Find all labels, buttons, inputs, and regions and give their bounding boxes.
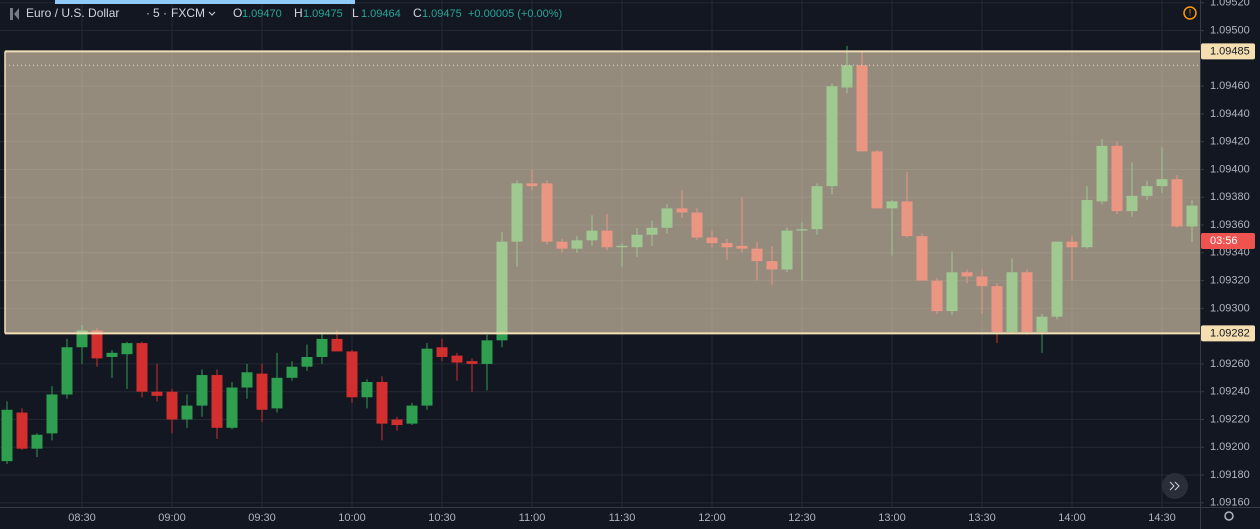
loading-bar bbox=[55, 0, 355, 4]
candle-body bbox=[106, 352, 118, 357]
y-tick-label: 1.09400 bbox=[1210, 163, 1250, 175]
countdown-tag bbox=[1201, 233, 1255, 249]
ohlc-value: 1.09475 bbox=[422, 8, 462, 20]
candle-body bbox=[376, 381, 388, 424]
candle-body bbox=[241, 372, 253, 388]
y-tick-label: 1.09200 bbox=[1210, 441, 1250, 453]
x-tick-label: 11:30 bbox=[609, 512, 636, 524]
y-tick-label: 1.09160 bbox=[1210, 497, 1250, 509]
zone-price-label: 1.09282 bbox=[1210, 327, 1250, 339]
collapse-icon bbox=[10, 8, 19, 20]
zone-price-tag bbox=[1201, 325, 1255, 342]
x-tick-label: 10:30 bbox=[428, 512, 456, 524]
y-tick-label: 1.09380 bbox=[1210, 191, 1250, 203]
candle-body bbox=[1, 409, 13, 462]
x-tick-label: 12:30 bbox=[788, 512, 816, 524]
symbol-title: Euro / U.S. Dollar bbox=[26, 6, 119, 20]
candle-body bbox=[436, 347, 448, 357]
settings-icon[interactable] bbox=[1224, 511, 1234, 521]
x-tick-label: 08:30 bbox=[68, 512, 96, 524]
candle-body bbox=[406, 405, 418, 424]
y-tick-label: 1.09320 bbox=[1210, 274, 1250, 286]
y-tick-label: 1.09440 bbox=[1210, 108, 1250, 120]
y-tick-label: 1.09340 bbox=[1210, 247, 1250, 259]
y-tick-label: 1.09220 bbox=[1210, 413, 1250, 425]
dropdown-caret[interactable] bbox=[208, 11, 216, 16]
ohlc-value: 1.09475 bbox=[303, 8, 343, 20]
candle-body bbox=[466, 361, 478, 364]
ohlc-key: O bbox=[233, 6, 242, 20]
candle-body bbox=[196, 375, 208, 406]
candle-body bbox=[331, 338, 343, 352]
candle-body bbox=[226, 387, 238, 428]
candle-body bbox=[391, 419, 403, 426]
x-tick-label: 09:00 bbox=[158, 512, 186, 524]
candle-body bbox=[181, 405, 193, 420]
zone-price-label: 1.09485 bbox=[1210, 45, 1250, 57]
y-tick-label: 1.09180 bbox=[1210, 469, 1250, 481]
zone bbox=[5, 51, 1200, 334]
separator: · bbox=[146, 6, 150, 20]
x-tick-label: 09:30 bbox=[248, 512, 276, 524]
x-tick-label: 14:00 bbox=[1058, 512, 1086, 524]
candle-body bbox=[151, 391, 163, 396]
source: FXCM bbox=[171, 6, 205, 20]
ohlc-legend: O 1.09470 H 1.09475 L 1.09464 C 1.09475 bbox=[233, 6, 462, 20]
candle-body bbox=[16, 412, 28, 449]
y-tick-label: 1.09360 bbox=[1210, 219, 1250, 231]
ohlc-key: H bbox=[294, 6, 303, 20]
y-tick-label: 1.09420 bbox=[1210, 136, 1250, 148]
candle-body bbox=[481, 340, 493, 364]
candle-body bbox=[301, 356, 313, 367]
x-tick-label: 13:00 bbox=[878, 512, 906, 524]
candle-body bbox=[286, 366, 298, 378]
x-tick-label: 10:00 bbox=[338, 512, 366, 524]
info-icon[interactable] bbox=[1183, 6, 1197, 20]
y-tick-label: 1.09500 bbox=[1210, 24, 1250, 36]
candle-body bbox=[31, 434, 43, 449]
y-tick-label: 1.09300 bbox=[1210, 302, 1250, 314]
x-tick-label: 12:00 bbox=[698, 512, 726, 524]
zone-price-tag bbox=[1201, 43, 1255, 60]
y-tick-label: 1.09240 bbox=[1210, 386, 1250, 398]
candle-body bbox=[316, 338, 328, 357]
x-tick-label: 13:30 bbox=[968, 512, 996, 524]
separator: · bbox=[163, 6, 167, 20]
candle-body bbox=[61, 347, 73, 395]
ohlc-key: L bbox=[352, 6, 359, 20]
y-tick-label: 1.09460 bbox=[1210, 80, 1250, 92]
candle-body bbox=[166, 391, 178, 420]
candle-body bbox=[361, 381, 373, 398]
candle-body bbox=[211, 375, 223, 428]
y-tick-label: 1.09520 bbox=[1210, 0, 1250, 9]
ohlc-value: 1.09470 bbox=[242, 8, 282, 20]
change: +0.00005 (+0.00%) bbox=[468, 8, 562, 20]
candle-body bbox=[46, 394, 58, 434]
candle-body bbox=[121, 343, 133, 355]
ohlc-value: 1.09464 bbox=[361, 8, 401, 20]
scroll-icon bbox=[1169, 481, 1180, 491]
candle-body bbox=[421, 348, 433, 406]
candle-body bbox=[256, 373, 268, 410]
y-tick-label: 1.09260 bbox=[1210, 358, 1250, 370]
candle-body bbox=[136, 343, 148, 392]
axes: 1.09160 1.09180 1.09200 1.09220 1.09240 1.092… bbox=[68, 0, 1255, 524]
candle-body bbox=[346, 351, 358, 398]
candle-body bbox=[271, 377, 283, 409]
x-tick-label: 11:00 bbox=[519, 512, 546, 524]
interval: 5 bbox=[153, 6, 160, 20]
info-icon-mark: ! bbox=[1189, 7, 1192, 17]
scroll-button[interactable] bbox=[1162, 473, 1188, 499]
candle-body bbox=[451, 355, 463, 363]
x-tick-label: 14:30 bbox=[1148, 512, 1176, 524]
candle-body bbox=[91, 330, 103, 359]
candle-body bbox=[76, 330, 88, 348]
ohlc-key: C bbox=[413, 6, 422, 20]
overlay bbox=[4, 50, 1200, 335]
countdown: 03:56 bbox=[1210, 235, 1238, 247]
